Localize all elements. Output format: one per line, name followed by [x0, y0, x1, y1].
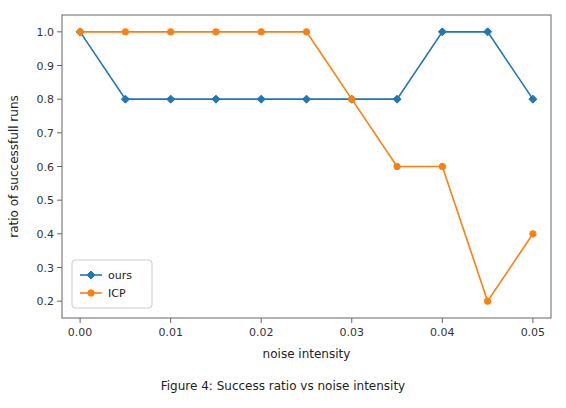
plot-frame — [62, 15, 551, 318]
x-tick-label: 0.01 — [158, 326, 183, 339]
point — [167, 95, 175, 103]
point — [213, 29, 219, 35]
point — [258, 29, 264, 35]
axes: 0.00 0.01 0.02 0.03 0.04 0.05 0.2 0.3 0.4 0.5 0.6 0… — [37, 15, 552, 339]
point — [394, 163, 400, 169]
y-tick — [57, 301, 62, 302]
series — [76, 28, 537, 103]
x-axis-label: noise intensity — [263, 347, 351, 361]
point — [257, 95, 265, 103]
y-tick — [57, 99, 62, 100]
legend-label: ICP — [108, 287, 126, 300]
x-tick-label: 0.02 — [249, 326, 274, 339]
point — [77, 29, 83, 35]
y-tick-label: 0.3 — [37, 262, 55, 275]
point — [121, 95, 129, 103]
point — [438, 28, 446, 36]
point — [303, 95, 311, 103]
point — [212, 95, 220, 103]
point — [530, 231, 536, 237]
x-tick — [351, 318, 352, 323]
y-tick-label: 0.6 — [37, 161, 55, 174]
x-tick — [80, 318, 81, 323]
y-tick-label: 0.8 — [37, 93, 55, 106]
point — [303, 29, 309, 35]
y-tick — [57, 233, 62, 234]
y-tick — [57, 166, 62, 167]
y-axis-label: ratio of successfull runs — [7, 95, 21, 238]
point — [122, 29, 128, 35]
point — [349, 96, 355, 102]
x-tick — [442, 318, 443, 323]
y-tick — [57, 65, 62, 66]
point — [76, 28, 84, 36]
y-tick-label: 0.7 — [37, 127, 55, 140]
x-tick-label: 0.04 — [430, 326, 455, 339]
line — [80, 32, 533, 99]
point — [484, 28, 492, 36]
point — [393, 95, 401, 103]
point — [439, 163, 445, 169]
point — [529, 95, 537, 103]
y-tick-label: 0.4 — [37, 228, 55, 241]
point — [167, 29, 173, 35]
legend-marker — [87, 271, 95, 279]
legend-marker — [88, 290, 94, 296]
x-tick-label: 0.00 — [68, 326, 93, 339]
y-tick — [57, 31, 62, 32]
legend-box — [72, 260, 152, 308]
x-tick — [532, 318, 533, 323]
legend-label: ours — [108, 269, 132, 282]
y-tick-label: 0.5 — [37, 194, 55, 207]
chart: 0.00 0.01 0.02 0.03 0.04 0.05 0.2 0.3 0.4 0.5 0.6 0… — [0, 0, 566, 408]
y-tick — [57, 267, 62, 268]
y-tick — [57, 200, 62, 201]
y-tick-label: 0.2 — [37, 295, 55, 308]
x-tick — [261, 318, 262, 323]
x-tick — [170, 318, 171, 323]
point — [484, 298, 490, 304]
y-tick-label: 0.9 — [37, 60, 55, 73]
x-tick-label: 0.05 — [521, 326, 546, 339]
x-tick-label: 0.03 — [340, 326, 365, 339]
y-tick-label: 1.0 — [37, 26, 55, 39]
legend: ours ICP — [72, 260, 152, 308]
y-tick — [57, 132, 62, 133]
caption: Figure 4: Success ratio vs noise intensi… — [161, 379, 405, 393]
